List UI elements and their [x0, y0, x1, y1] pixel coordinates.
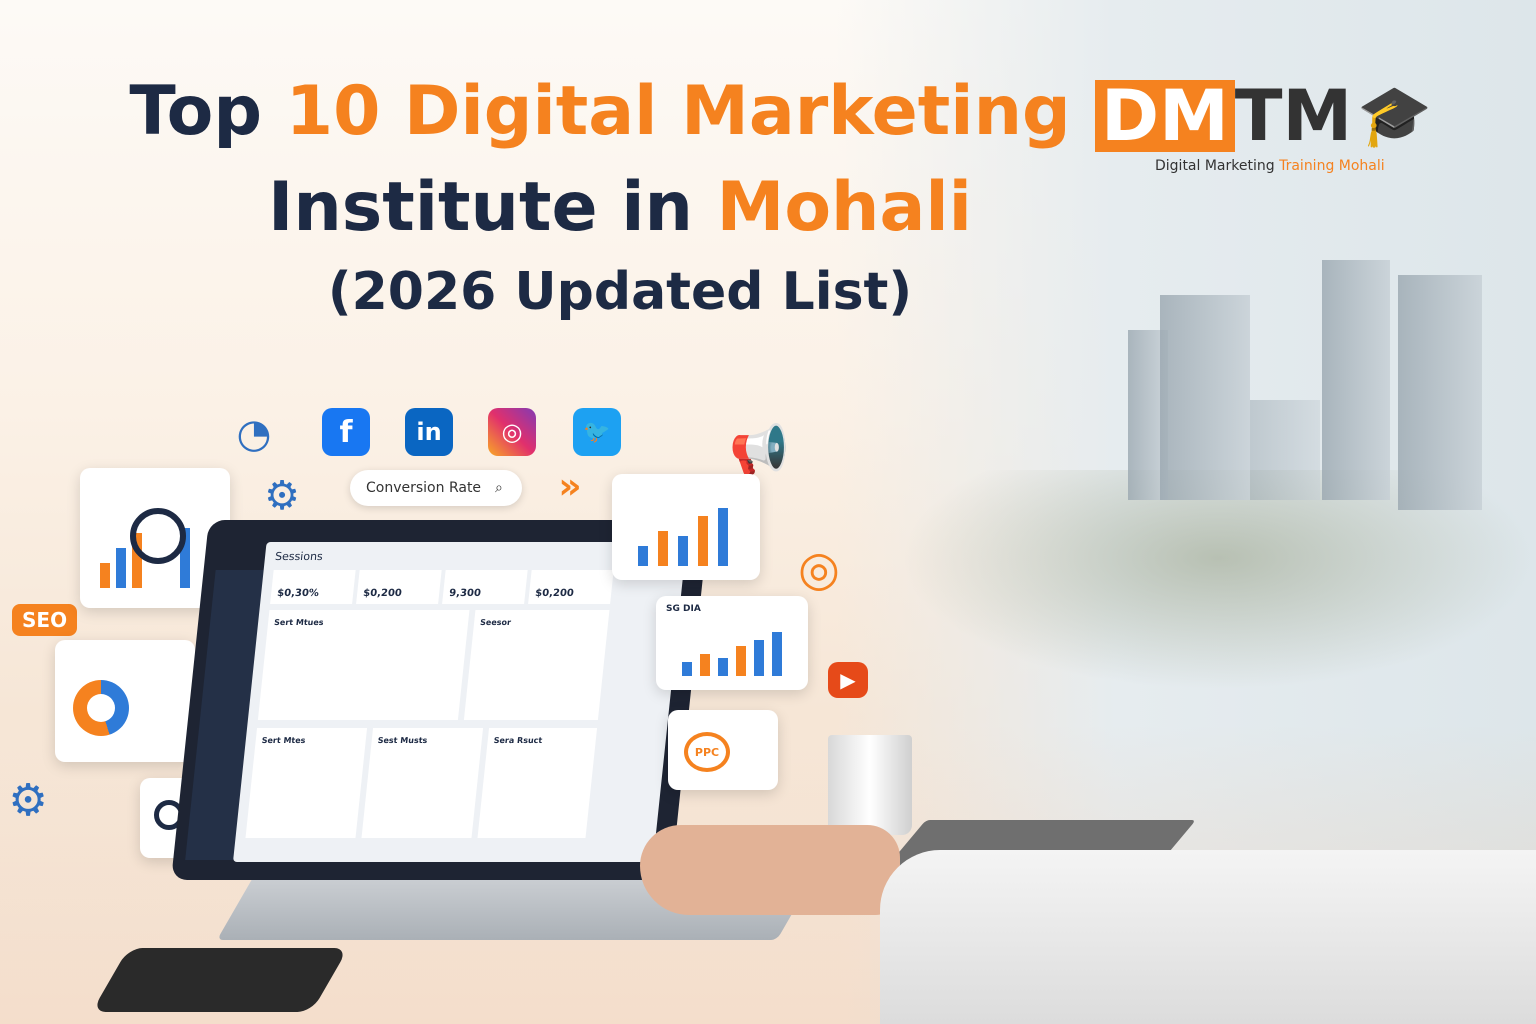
logo-caption: Digital Marketing Training Mohali: [1155, 158, 1385, 174]
building: [1250, 400, 1320, 500]
donut-card: [55, 640, 195, 762]
donut-chart: [73, 680, 129, 736]
magnifier-icon: [130, 508, 186, 564]
chart-panel: Sert Mtues: [257, 610, 470, 720]
kpi-card: $0,200: [528, 570, 614, 604]
twitter-icon: 🐦: [573, 408, 621, 456]
card-title: SG DIA: [666, 604, 701, 614]
chart-panel: Seesor: [463, 610, 610, 720]
search-icon: ⌕: [495, 480, 503, 496]
play-icon: ▶: [828, 662, 868, 698]
megaphone-icon: 📢: [729, 421, 789, 478]
hand: [640, 825, 900, 915]
instagram-icon: ◎: [488, 408, 536, 456]
seo-badge: SEO: [12, 604, 78, 636]
building: [1322, 260, 1390, 500]
building: [1398, 275, 1482, 510]
kpi-card: $0,30%: [270, 570, 356, 604]
building: [1160, 295, 1250, 500]
facebook-icon: f: [322, 408, 370, 456]
sg-dia-card: SG DIA: [656, 596, 808, 690]
kpi-card: $0,200: [356, 570, 442, 604]
growth-chart-card: [612, 474, 760, 580]
coffee-mug: [828, 735, 912, 835]
dashboard-screen: Sessions $0,30% $0,200 9,300 $0,200 Sert…: [232, 542, 687, 862]
graduation-cap-icon: 🎓: [1357, 81, 1432, 151]
ppc-card: PPC: [668, 710, 778, 790]
gear-icon: ⚙: [264, 473, 300, 519]
kpi-card: 9,300: [442, 570, 528, 604]
headline-line-2: Institute in Mohali: [268, 168, 972, 247]
conversion-rate-search[interactable]: Conversion Rate ⌕: [350, 470, 522, 506]
dashboard-title: Sessions: [274, 550, 324, 563]
target-icon: ◎: [798, 541, 840, 597]
smartphone: [91, 948, 349, 1012]
chart-panel: Sest Musts: [361, 728, 484, 838]
pie-chart-icon: ◔: [236, 411, 272, 457]
shirt-sleeve: [880, 850, 1536, 1024]
chart-panel: Sert Mtes: [245, 728, 368, 838]
chevrons-right-icon: »: [558, 465, 582, 507]
chart-panel: Sera Rsuct: [477, 728, 598, 838]
dmtm-logo: DMTM 🎓 Digital Marketing Training Mohali: [1095, 80, 1432, 174]
headline-line-3: (2026 Updated List): [327, 262, 913, 322]
gear-icon: ⚙: [8, 774, 48, 826]
linkedin-icon: in: [405, 408, 453, 456]
headline-line-1: Top 10 Digital Marketing: [129, 72, 1071, 151]
ppc-badge: PPC: [684, 732, 730, 772]
